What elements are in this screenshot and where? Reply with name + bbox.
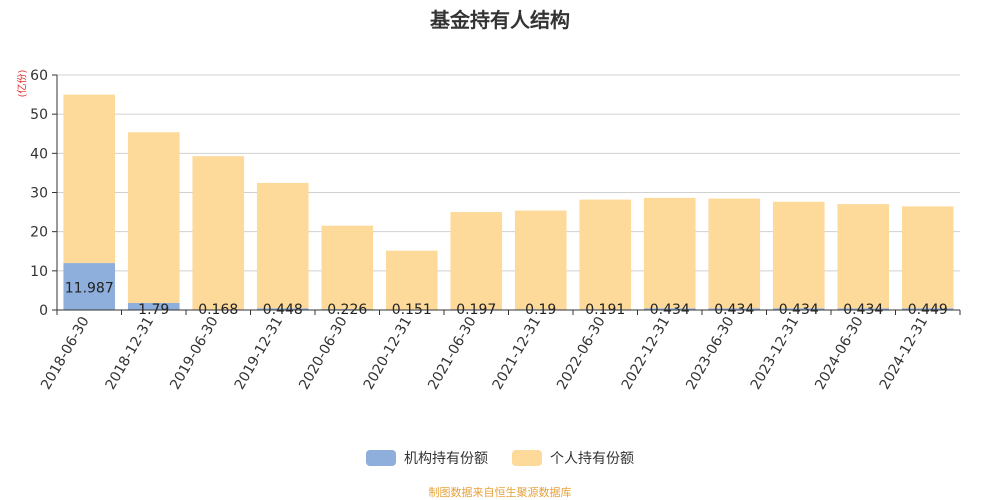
data-source-note: 制图数据来自恒生聚源数据库 <box>428 486 572 499</box>
bar-institution <box>708 308 761 310</box>
chart-title: 基金持有人结构 <box>430 8 570 32</box>
legend: 机构持有份额 个人持有份额 <box>0 448 1000 468</box>
legend-item-institution[interactable]: 机构持有份额 <box>366 448 488 468</box>
x-tick-label: 2020-12-31 <box>361 314 416 392</box>
legend-label-individual: 个人持有份额 <box>550 451 634 467</box>
y-tick-label: 50 <box>30 107 48 123</box>
y-tick-label: 40 <box>30 146 48 162</box>
bar-individual <box>450 212 503 310</box>
x-tick-label: 2023-06-30 <box>683 314 738 392</box>
x-tick-label: 2019-06-30 <box>167 314 222 392</box>
legend-item-individual[interactable]: 个人持有份额 <box>512 448 634 468</box>
bar-individual <box>708 198 761 309</box>
y-tick-label: 10 <box>30 264 48 280</box>
bar-individual <box>127 132 180 303</box>
y-tick-label: 30 <box>30 186 48 202</box>
x-tick-label: 2022-06-30 <box>554 314 609 392</box>
bar-individual <box>63 94 116 264</box>
x-tick-label: 2023-12-31 <box>748 314 803 392</box>
bar-individual <box>385 250 438 310</box>
x-tick-label: 2019-12-31 <box>232 314 287 392</box>
bar-individual <box>901 206 954 309</box>
bar-individual <box>579 199 632 310</box>
bar-individual <box>256 182 309 309</box>
bar-individual <box>837 204 890 309</box>
bar-institution <box>901 308 954 310</box>
x-tick-label: 2021-12-31 <box>490 314 545 392</box>
bar-institution <box>127 302 180 310</box>
bar-individual <box>192 156 245 310</box>
legend-swatch-institution <box>366 450 396 466</box>
y-tick-label: 20 <box>30 225 48 241</box>
bar-individual <box>772 201 825 309</box>
bar-individual <box>321 225 374 310</box>
bar-individual <box>643 197 696 309</box>
x-tick-label: 2021-06-30 <box>425 314 480 392</box>
bar-institution <box>256 308 309 310</box>
x-tick-label: 2018-06-30 <box>38 314 93 392</box>
y-tick-label: 60 <box>30 68 48 84</box>
bar-institution <box>63 263 116 310</box>
x-tick-label: 2018-12-31 <box>103 314 158 392</box>
data-label-institution: 11.987 <box>65 281 114 297</box>
x-tick-label: 2024-12-31 <box>877 314 932 392</box>
bar-individual <box>514 210 567 310</box>
x-tick-label: 2022-12-31 <box>619 314 674 392</box>
legend-swatch-individual <box>512 450 542 466</box>
legend-label-institution: 机构持有份额 <box>404 451 488 467</box>
bar-institution <box>837 308 890 310</box>
x-tick-label: 2020-06-30 <box>296 314 351 392</box>
y-tick-label: 0 <box>39 303 48 319</box>
x-tick-label: 2024-06-30 <box>812 314 867 392</box>
bar-institution <box>772 308 825 310</box>
bar-institution <box>643 308 696 310</box>
